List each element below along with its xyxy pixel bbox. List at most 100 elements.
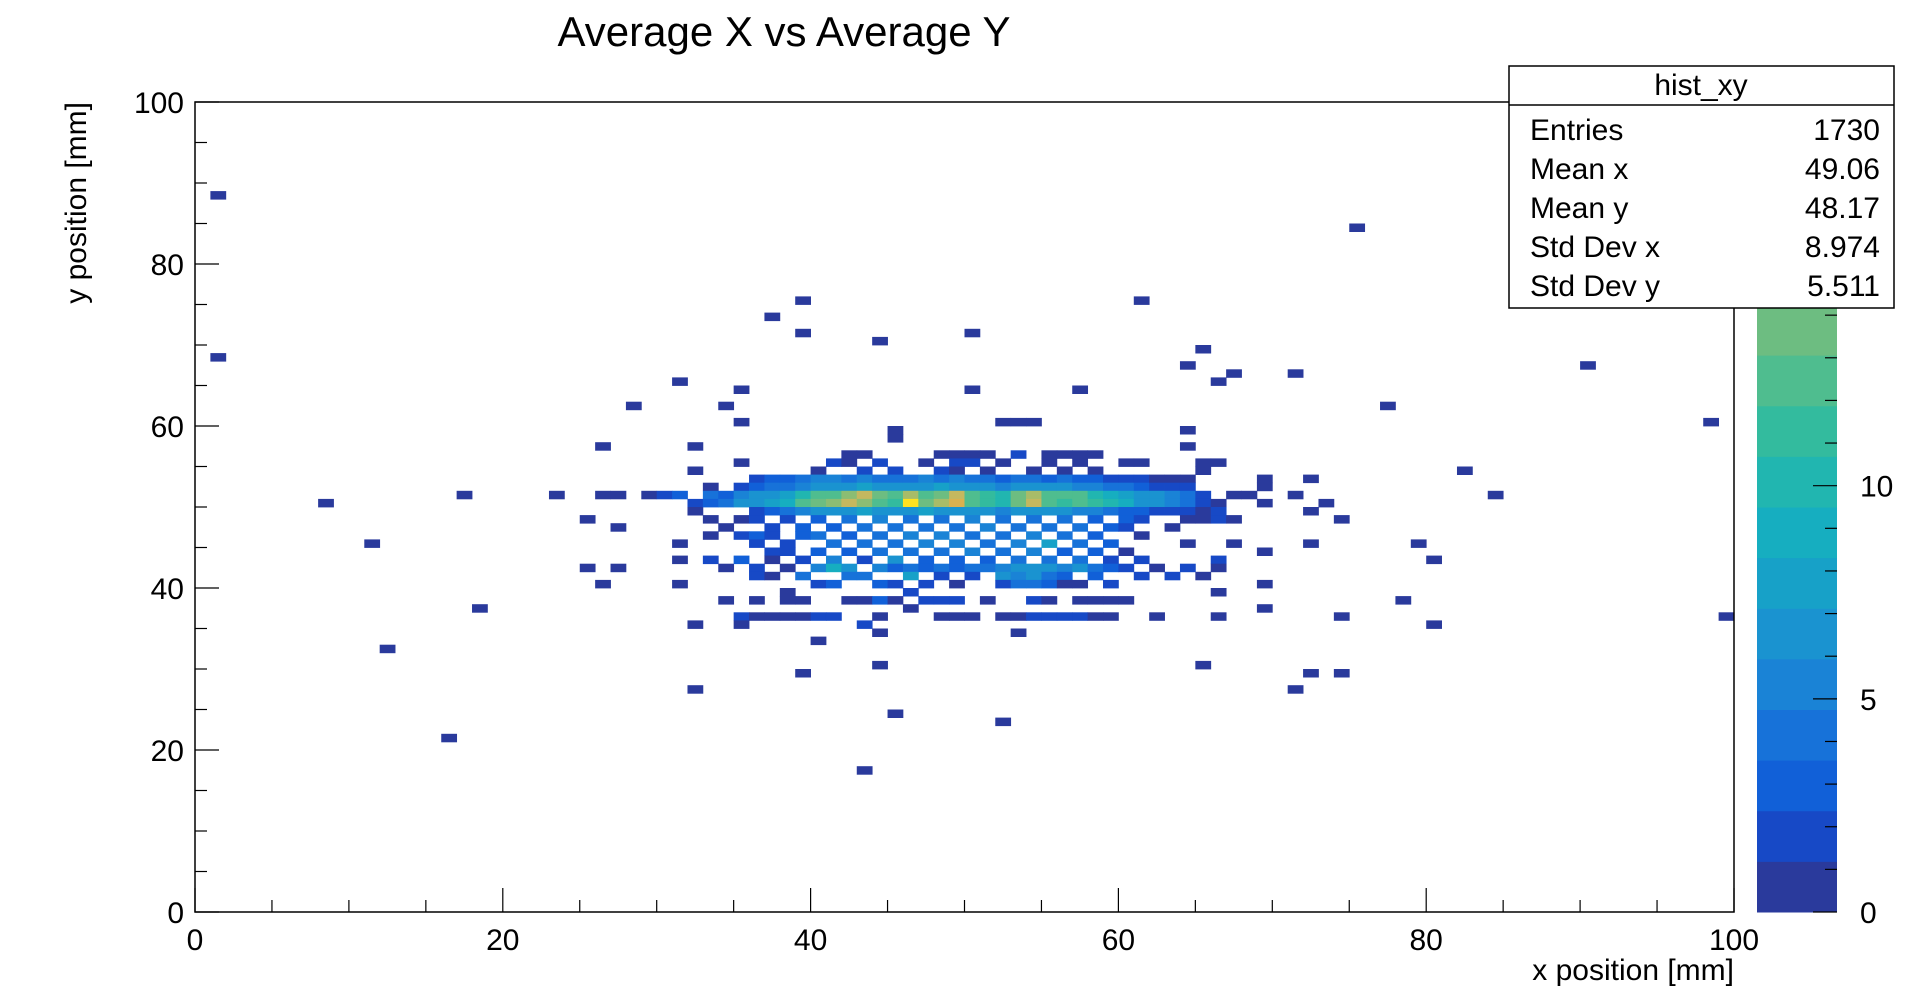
- heatmap-cell: [933, 515, 950, 524]
- heatmap-cell: [779, 563, 796, 573]
- heatmap-cell: [872, 531, 888, 540]
- heatmap-cell: [210, 191, 227, 200]
- heatmap-cell: [825, 474, 842, 484]
- heatmap-cell: [902, 515, 919, 524]
- heatmap-cell: [949, 474, 965, 484]
- heatmap-cell: [441, 733, 458, 743]
- heatmap-cell: [887, 579, 904, 589]
- heatmap-cell: [1133, 490, 1150, 500]
- heatmap-cell: [733, 555, 750, 565]
- heatmap-cell: [872, 474, 888, 484]
- heatmap-cell: [1118, 523, 1135, 532]
- heatmap-cell: [949, 482, 965, 492]
- heatmap-cell: [1195, 498, 1212, 508]
- heatmap-cell: [825, 507, 842, 516]
- stats-row-label: Mean x: [1530, 153, 1628, 186]
- heatmap-cell: [918, 596, 935, 605]
- heatmap-cell: [1026, 612, 1042, 621]
- heatmap-cell: [749, 563, 765, 573]
- heatmap-cell: [1056, 515, 1073, 524]
- heatmap-cell: [1103, 563, 1119, 573]
- heatmap-cell: [1010, 523, 1027, 532]
- heatmap-cell: [1041, 596, 1058, 605]
- heatmap-cell: [795, 507, 811, 516]
- heatmap-cell: [949, 596, 965, 605]
- heatmap-cell: [1010, 563, 1027, 573]
- heatmap-cell: [841, 515, 858, 524]
- heatmap-cell: [1226, 490, 1242, 500]
- heatmap-cell: [1103, 498, 1119, 508]
- heatmap-cell: [733, 515, 750, 524]
- heatmap-cell: [949, 523, 965, 532]
- heatmap-cell: [749, 612, 765, 621]
- heatmap-cell: [1087, 466, 1104, 475]
- heatmap-cell: [795, 612, 811, 621]
- heatmap-cell: [779, 539, 796, 548]
- heatmap-cell: [872, 547, 888, 556]
- heatmap-cell: [641, 490, 658, 500]
- x-tick-label: 20: [486, 924, 519, 957]
- heatmap-cell: [595, 490, 611, 500]
- heatmap-cell: [1056, 563, 1073, 573]
- heatmap-cell: [918, 498, 935, 508]
- heatmap-cell: [1072, 563, 1089, 573]
- heatmap-cell: [1056, 450, 1073, 459]
- heatmap-cell: [949, 458, 965, 467]
- heatmap-cell: [887, 474, 904, 484]
- heatmap-cell: [1395, 596, 1412, 605]
- heatmap-cell: [1041, 450, 1058, 459]
- heatmap-cell: [887, 523, 904, 532]
- heatmap-cell: [995, 482, 1012, 492]
- heatmap-cell: [687, 620, 704, 629]
- heatmap-cell: [810, 482, 827, 492]
- heatmap-cell: [856, 507, 873, 516]
- heatmap-cell: [825, 482, 842, 492]
- heatmap-cell: [1072, 385, 1089, 394]
- heatmap-cell: [1426, 555, 1442, 565]
- heatmap-cell: [933, 490, 950, 500]
- heatmap-cell: [1010, 579, 1027, 589]
- heatmap-cell: [933, 466, 950, 475]
- heatmap-cell: [1195, 458, 1212, 467]
- heatmap-cell: [779, 515, 796, 524]
- colorbar-segment: [1757, 304, 1837, 356]
- heatmap-cell: [810, 547, 827, 556]
- heatmap-cell: [856, 498, 873, 508]
- heatmap-cell: [810, 498, 827, 508]
- heatmap-cell: [856, 523, 873, 532]
- heatmap-cell: [964, 328, 981, 338]
- heatmap-cell: [902, 547, 919, 556]
- heatmap-cell: [872, 490, 888, 500]
- heatmap-cell: [1256, 474, 1273, 484]
- heatmap-cell: [764, 571, 781, 581]
- heatmap-cell: [949, 466, 965, 475]
- heatmap-cell: [810, 507, 827, 516]
- heatmap-cell: [1010, 474, 1027, 484]
- heatmap-cell: [718, 563, 735, 573]
- stats-row-label: Std Dev y: [1530, 270, 1660, 303]
- heatmap-cell: [1087, 498, 1104, 508]
- heatmap-cell: [856, 766, 873, 775]
- heatmap-cell: [1133, 474, 1150, 484]
- heatmap-cell: [656, 490, 673, 500]
- heatmap-cell: [995, 571, 1012, 581]
- heatmap-cell: [1118, 490, 1135, 500]
- heatmap-cell: [856, 571, 873, 581]
- heatmap-cell: [1103, 523, 1119, 532]
- heatmap-cell: [1087, 450, 1104, 459]
- heatmap-cell: [672, 555, 688, 565]
- heatmap-cell: [1164, 474, 1181, 484]
- heatmap-cell: [733, 498, 750, 508]
- heatmap-cell: [779, 490, 796, 500]
- heatmap-cell: [1103, 596, 1119, 605]
- heatmap-cell: [933, 612, 950, 621]
- heatmap-cell: [1072, 474, 1089, 484]
- heatmap-cell: [949, 490, 965, 500]
- heatmap-cell: [764, 547, 781, 556]
- heatmap-cell: [749, 507, 765, 516]
- heatmap-cell: [733, 490, 750, 500]
- heatmap-cell: [1026, 571, 1042, 581]
- heatmap-cell: [856, 490, 873, 500]
- heatmap-cell: [749, 531, 765, 540]
- heatmap-cell: [1164, 523, 1181, 532]
